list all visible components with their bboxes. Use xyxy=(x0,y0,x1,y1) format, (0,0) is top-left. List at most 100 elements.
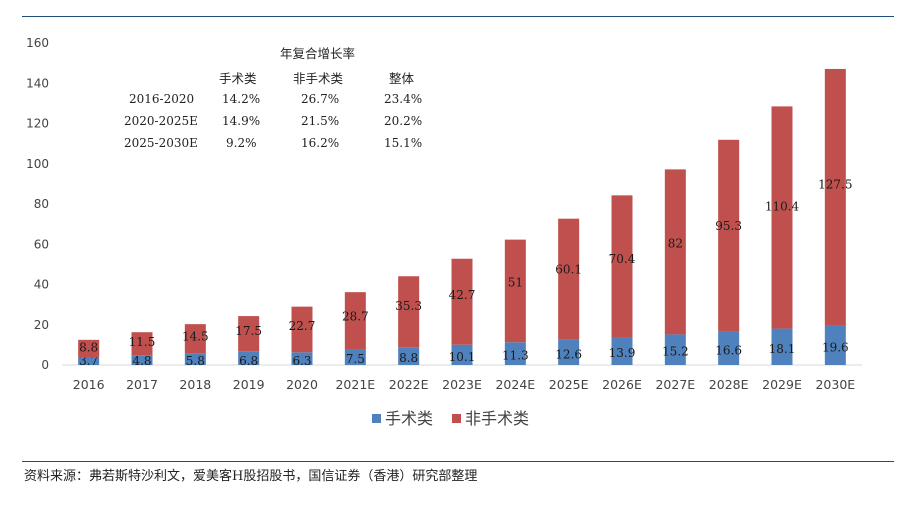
data-label-nonsurgical: 82 xyxy=(668,237,683,251)
bar-surgical xyxy=(771,328,793,365)
data-label-surgical: 16.6 xyxy=(715,343,742,357)
data-label-nonsurgical: 70.4 xyxy=(609,252,636,266)
data-label-surgical: 18.1 xyxy=(769,342,796,356)
bar-surgical xyxy=(558,339,580,365)
data-label-surgical: 4.8 xyxy=(132,354,151,368)
x-tick-label: 2022E xyxy=(389,377,429,392)
x-tick-label: 2017 xyxy=(126,377,158,392)
data-label-nonsurgical: 51 xyxy=(508,276,523,290)
data-label-nonsurgical: 8.8 xyxy=(79,340,98,354)
legend-swatch-surgical xyxy=(372,414,381,423)
data-label-surgical: 13.9 xyxy=(609,346,636,360)
x-tick-label: 2026E xyxy=(602,377,642,392)
legend-label-surgical: 手术类 xyxy=(385,409,433,428)
data-label-nonsurgical: 28.7 xyxy=(342,309,369,323)
bar-nonsurgical xyxy=(344,292,366,350)
top-rule xyxy=(22,16,894,17)
data-label-surgical: 15.2 xyxy=(662,345,689,359)
bar-nonsurgical xyxy=(78,339,100,358)
data-label-surgical: 6.8 xyxy=(239,354,258,368)
y-tick-label: 20 xyxy=(34,318,49,332)
x-tick-label: 2025E xyxy=(549,377,589,392)
bar-nonsurgical xyxy=(771,106,793,329)
y-tick-label: 120 xyxy=(26,117,49,131)
data-label-nonsurgical: 17.5 xyxy=(235,324,262,338)
bar-surgical xyxy=(824,325,846,365)
bar-surgical xyxy=(398,347,420,365)
legend-swatch-nonsurgical xyxy=(452,414,461,423)
bar-surgical xyxy=(238,351,260,365)
x-tick-label: 2023E xyxy=(442,377,482,392)
x-tick-label: 2021E xyxy=(335,377,375,392)
x-tick-label: 2019 xyxy=(233,377,265,392)
cagr-row-label: 2025-2030E xyxy=(124,136,198,150)
y-tick-label: 100 xyxy=(26,157,49,171)
data-label-nonsurgical: 14.5 xyxy=(182,329,209,343)
bar-nonsurgical xyxy=(558,218,580,340)
x-tick-label: 2030E xyxy=(815,377,855,392)
bar-surgical xyxy=(78,357,100,365)
data-label-nonsurgical: 35.3 xyxy=(395,299,422,313)
bar-nonsurgical xyxy=(238,316,260,352)
bottom-rule xyxy=(22,461,894,462)
cagr-cell: 26.7% xyxy=(301,92,340,106)
bar-nonsurgical xyxy=(451,258,473,345)
data-label-surgical: 11.3 xyxy=(502,349,529,363)
data-label-nonsurgical: 11.5 xyxy=(129,335,156,349)
bar-surgical xyxy=(451,344,473,365)
data-label-surgical: 6.3 xyxy=(292,354,311,368)
x-tick-label: 2024E xyxy=(495,377,535,392)
cagr-cell: 23.4% xyxy=(384,92,423,106)
x-tick-label: 2029E xyxy=(762,377,802,392)
bar-surgical xyxy=(344,349,366,365)
bar-nonsurgical xyxy=(291,306,313,353)
cagr-col-nonsurgical: 非手术类 xyxy=(293,71,344,86)
data-label-nonsurgical: 22.7 xyxy=(289,319,316,333)
data-label-nonsurgical: 60.1 xyxy=(555,262,582,276)
cagr-row-label: 2020-2025E xyxy=(124,114,198,128)
data-label-nonsurgical: 110.4 xyxy=(765,199,800,213)
x-tick-label: 2027E xyxy=(655,377,695,392)
x-tick-label: 2028E xyxy=(709,377,749,392)
bar-nonsurgical xyxy=(131,332,153,356)
data-label-surgical: 10.1 xyxy=(449,350,476,364)
y-tick-label: 0 xyxy=(41,358,49,372)
y-tick-label: 60 xyxy=(34,237,49,251)
bar-nonsurgical xyxy=(718,139,740,332)
x-tick-label: 2020 xyxy=(286,377,318,392)
data-label-nonsurgical: 95.3 xyxy=(715,219,742,233)
bar-surgical xyxy=(291,352,313,365)
cagr-cell: 9.2% xyxy=(226,136,257,150)
bar-nonsurgical xyxy=(611,195,633,338)
cagr-row-label: 2016-2020 xyxy=(129,92,195,106)
bar-nonsurgical xyxy=(184,324,206,354)
y-tick-label: 40 xyxy=(34,278,49,292)
y-tick-label: 80 xyxy=(34,197,49,211)
cagr-cell: 16.2% xyxy=(301,136,340,150)
data-label-surgical: 12.6 xyxy=(555,347,582,361)
x-tick-label: 2018 xyxy=(179,377,211,392)
y-tick-label: 140 xyxy=(26,76,49,90)
bar-surgical xyxy=(664,334,686,365)
bar-surgical xyxy=(184,353,206,365)
data-label-nonsurgical: 127.5 xyxy=(818,177,852,191)
bar-surgical xyxy=(131,355,153,365)
cagr-col-surgical: 手术类 xyxy=(219,71,257,86)
bar-surgical xyxy=(611,337,633,365)
bar-nonsurgical xyxy=(398,276,420,348)
cagr-cell: 21.5% xyxy=(301,114,340,128)
bar-surgical xyxy=(504,342,526,365)
source-note: 资料来源：弗若斯特沙利文，爱美客H股招股书，国信证券（香港）研究部整理 xyxy=(24,469,478,484)
data-label-surgical: 5.8 xyxy=(186,354,205,368)
cagr-cell: 20.2% xyxy=(384,114,423,128)
cagr-cell: 14.9% xyxy=(222,114,261,128)
data-label-surgical: 7.5 xyxy=(346,352,365,366)
bar-nonsurgical xyxy=(824,68,846,326)
cagr-cell: 14.2% xyxy=(222,92,261,106)
data-label-nonsurgical: 42.7 xyxy=(449,288,476,302)
cagr-col-overall: 整体 xyxy=(389,71,415,86)
bar-nonsurgical xyxy=(664,169,686,335)
stacked-bar-chart: 0204060801001201401603.78.820164.811.520… xyxy=(26,36,862,428)
bar-nonsurgical xyxy=(504,239,526,343)
legend-label-nonsurgical: 非手术类 xyxy=(465,409,529,428)
